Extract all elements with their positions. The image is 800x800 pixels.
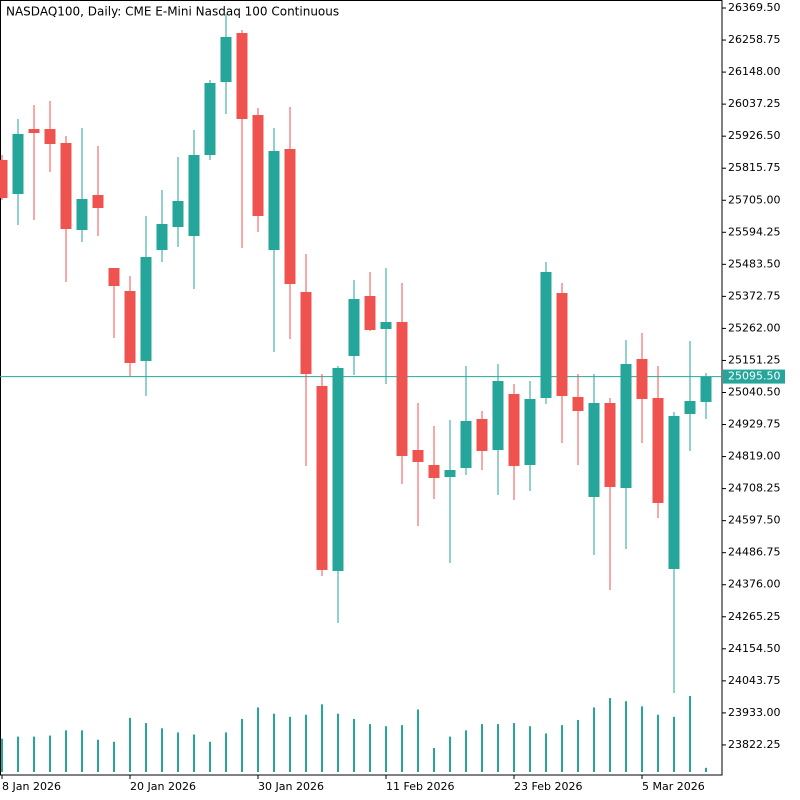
x-tick-label: 30 Jan 2026 [258,780,324,793]
y-tick-label: 25815.75 [728,161,781,174]
candle-body [0,160,8,198]
candle-body [44,129,56,145]
candle-body [284,149,296,285]
candle-body [348,299,360,357]
y-tick-label: 24708.25 [728,482,781,495]
candle-body [204,82,216,156]
candle-body [524,398,536,465]
candle-body [188,155,200,237]
y-tick-label: 24819.00 [728,450,781,463]
y-tick-label: 26037.25 [728,97,781,110]
candle-body [700,376,712,402]
y-tick-label: 26148.00 [728,65,781,78]
candle-body [428,464,440,479]
candle-body [556,293,568,396]
candle-body [620,363,632,488]
chart-title: NASDAQ100, Daily: CME E-Mini Nasdaq 100 … [6,5,339,19]
candle-body [220,37,232,83]
candle-body [108,268,120,286]
candle-body [252,115,264,217]
candle-body [172,201,184,228]
candle-body [316,385,328,570]
y-tick-label: 24265.25 [728,610,781,623]
candle-body [76,199,88,231]
candle-body [364,296,376,331]
x-tick-label: 5 Mar 2026 [642,780,705,793]
candle-body [636,358,648,399]
candle-body [588,402,600,497]
y-tick-label: 25372.75 [728,289,781,302]
x-tick-label: 11 Feb 2026 [386,780,454,793]
candle-body [140,257,152,361]
y-tick-label: 24043.75 [728,674,781,687]
candle-body [444,469,456,477]
y-tick-label: 24376.00 [728,578,781,591]
y-tick-label: 26258.75 [728,33,781,46]
candle-body [60,142,72,230]
y-tick-label: 25151.25 [728,353,781,366]
y-tick-label: 24597.50 [728,514,781,527]
plot-frame [0,0,723,776]
candle-body [236,33,248,120]
candle-body [332,367,344,571]
y-tick-label: 25262.00 [728,321,781,334]
y-tick-label: 25483.50 [728,257,781,270]
candle-body [684,400,696,414]
candle-body [572,396,584,412]
y-tick-label: 23933.00 [728,706,781,719]
candle-body [12,134,24,195]
last-price-label: 25095.50 [728,370,781,383]
x-tick-label: 20 Jan 2026 [130,780,196,793]
y-tick-label: 25705.00 [728,193,781,206]
candle-body [28,129,40,134]
y-tick-label: 23822.25 [728,738,781,751]
y-tick-label: 24154.50 [728,642,781,655]
candle-body [412,450,424,462]
candle-body [460,420,472,468]
candle-body [492,381,504,451]
last-price-tag [723,369,785,384]
y-tick-label: 25926.50 [728,129,781,142]
candle-body [124,291,136,363]
y-tick-label: 24929.75 [728,418,781,431]
candle-body [476,418,488,451]
y-tick-label: 25594.25 [728,225,781,238]
candle-body [604,402,616,488]
candle-body [652,397,664,504]
candle-body [268,151,280,251]
candle-body [508,393,520,466]
x-tick-label: 23 Feb 2026 [514,780,582,793]
candle-body [396,322,408,456]
candle-body [668,415,680,569]
candle-body [300,292,312,375]
y-tick-label: 25040.50 [728,385,781,398]
x-tick-label: 8 Jan 2026 [2,780,61,793]
candle-body [156,224,168,251]
y-tick-label: 26369.50 [728,1,781,14]
candle-body [92,195,104,209]
y-tick-label: 24486.75 [728,546,781,559]
candle-body [380,322,392,330]
candle-body [540,271,552,398]
